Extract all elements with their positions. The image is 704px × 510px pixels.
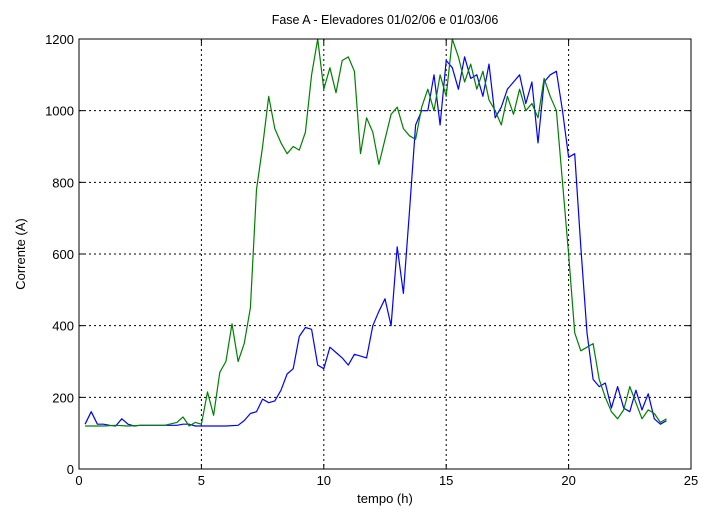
x-tick-label: 10: [317, 473, 331, 488]
x-tick-label: 20: [561, 473, 575, 488]
x-tick-label: 0: [75, 473, 82, 488]
x-axis-label: tempo (h): [357, 491, 413, 506]
y-tick-label: 0: [67, 462, 74, 477]
y-tick-label: 800: [52, 175, 74, 190]
y-tick-label: 400: [52, 319, 74, 334]
y-tick-label: 200: [52, 390, 74, 405]
series-lines: [84, 38, 667, 427]
x-tick-label: 5: [198, 473, 205, 488]
series-1-line: [84, 56, 667, 427]
y-tick-label: 1200: [45, 32, 74, 47]
x-tick-label: 15: [439, 473, 453, 488]
y-axis-label: Corrente (A): [13, 218, 28, 290]
y-tick-label: 600: [52, 247, 74, 262]
y-tick-label: 1000: [45, 104, 74, 119]
chart-title: Fase A - Elevadores 01/02/06 e 01/03/06: [272, 13, 499, 27]
axis-ticks: 0 5 10 15 20 25 0 200 400 600 800 1000 1200: [45, 32, 698, 488]
x-tick-label: 25: [684, 473, 698, 488]
series-2-line: [85, 38, 667, 427]
